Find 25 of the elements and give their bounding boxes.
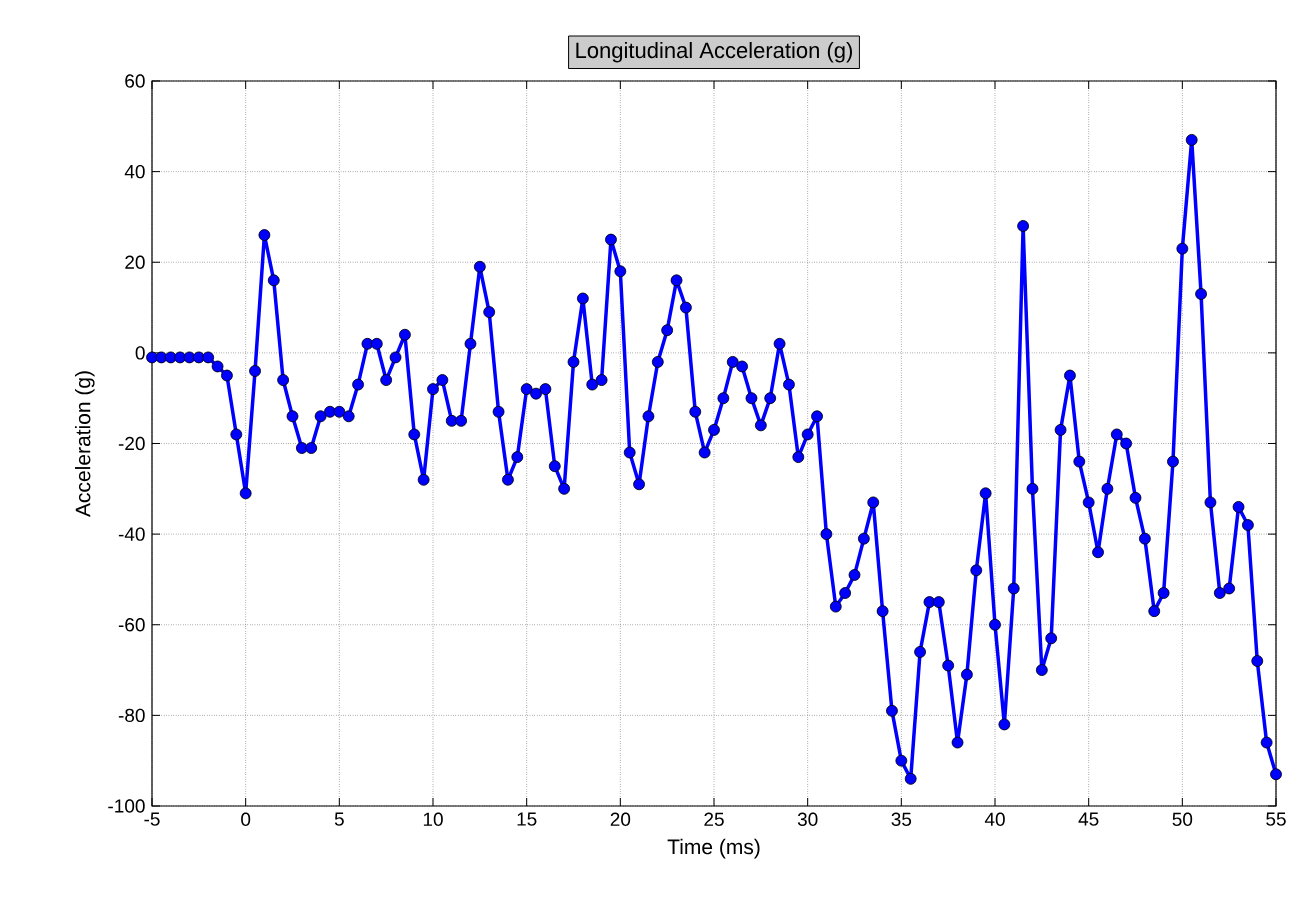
y-tick-label: -40 <box>118 527 145 541</box>
y-tick-label: -20 <box>118 436 145 451</box>
y-tick-label: 60 <box>125 74 145 88</box>
x-tick-label: 15 <box>517 812 537 826</box>
x-tick-label: 35 <box>891 812 912 826</box>
x-tick-label: 5 <box>334 812 344 826</box>
y-tick-label: 40 <box>124 164 145 179</box>
y-tick-label: -100 <box>108 799 145 813</box>
x-tick-label: 0 <box>241 812 251 826</box>
x-tick-label: 20 <box>610 812 631 826</box>
x-tick-label: 30 <box>797 812 818 826</box>
x-tick-label: 50 <box>1172 812 1193 826</box>
y-tick-label: 20 <box>125 255 145 269</box>
x-tick-label: 10 <box>423 812 443 826</box>
x-tick-label: 40 <box>984 812 1005 826</box>
chart-title: Longitudinal Acceleration (g) <box>576 42 852 63</box>
x-tick-label: -5 <box>144 812 160 826</box>
y-tick-label: -80 <box>118 708 145 723</box>
x-tick-label: 25 <box>704 812 724 826</box>
x-tick-label: 55 <box>1266 812 1286 826</box>
y-axis-title: Acceleration (g) <box>75 371 95 517</box>
x-axis-title: Time (ms) <box>667 838 760 859</box>
y-tick-label: 0 <box>135 346 145 360</box>
y-tick-label: -60 <box>118 618 145 632</box>
x-tick-label: 45 <box>1078 812 1099 826</box>
